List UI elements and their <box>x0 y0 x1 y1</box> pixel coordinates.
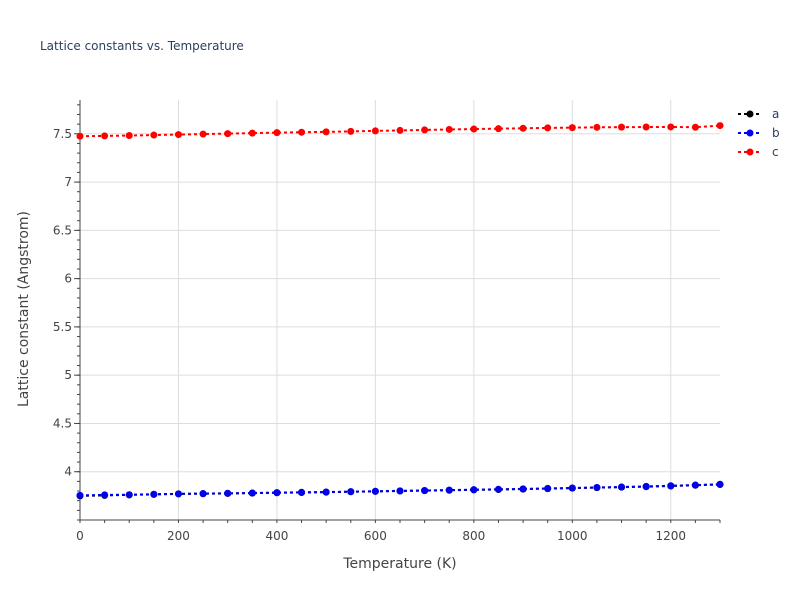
x-tick-label: 0 <box>76 529 84 543</box>
grid <box>79 100 720 520</box>
y-tick-label: 6 <box>64 272 72 286</box>
data-point <box>125 132 133 140</box>
y-tick-label: 6.5 <box>53 223 72 237</box>
data-point <box>445 486 453 494</box>
data-point <box>150 131 158 139</box>
data-point <box>248 489 256 497</box>
data-point <box>248 129 256 137</box>
data-point <box>494 125 502 133</box>
data-point <box>298 128 306 136</box>
y-tick-label: 7 <box>64 175 72 189</box>
y-tick-label: 5.5 <box>53 320 72 334</box>
data-point <box>691 123 699 131</box>
data-point <box>150 490 158 498</box>
data-point <box>174 490 182 498</box>
y-axis-title: Lattice constant (Angstrom) <box>16 211 32 407</box>
legend-marker <box>746 148 754 156</box>
y-tick-label: 7.5 <box>53 127 72 141</box>
data-point <box>76 491 84 499</box>
x-tick-label: 1200 <box>655 529 686 543</box>
data-point <box>421 126 429 134</box>
data-point <box>371 487 379 495</box>
data-point <box>667 123 675 131</box>
data-point <box>273 129 281 137</box>
legend-marker <box>746 110 754 118</box>
data-point <box>618 123 626 131</box>
x-tick-label: 200 <box>167 529 190 543</box>
data-point <box>642 482 650 490</box>
data-point <box>642 123 650 131</box>
data-point <box>593 483 601 491</box>
data-point <box>544 484 552 492</box>
data-point <box>174 131 182 139</box>
data-point <box>716 480 724 488</box>
legend[interactable]: abc <box>738 107 780 159</box>
legend-item-b[interactable]: b <box>738 126 780 140</box>
data-point <box>76 132 84 140</box>
legend-item-c[interactable]: c <box>738 145 779 159</box>
legend-marker <box>746 129 754 137</box>
x-axis-title: Temperature (K) <box>342 556 456 572</box>
data-point <box>322 128 330 136</box>
y-tick-label: 5 <box>64 368 72 382</box>
chart-title: Lattice constants vs. Temperature <box>40 39 244 53</box>
data-point <box>667 482 675 490</box>
data-point <box>691 481 699 489</box>
x-axis-ticks: 0 200 400 600 800 1000 1200 <box>76 529 686 543</box>
series-b <box>76 480 724 499</box>
y-tick-label: 4 <box>64 465 72 479</box>
data-point <box>396 126 404 134</box>
data-point <box>224 489 232 497</box>
y-tick-label: 4.5 <box>53 416 72 430</box>
data-point <box>519 124 527 132</box>
legend-label: c <box>772 145 779 159</box>
data-point <box>199 130 207 138</box>
data-point <box>347 127 355 135</box>
data-point <box>568 124 576 132</box>
x-tick-label: 1000 <box>557 529 588 543</box>
legend-item-a[interactable]: a <box>738 107 779 121</box>
data-point <box>101 491 109 499</box>
data-point <box>125 491 133 499</box>
data-point <box>470 486 478 494</box>
x-tick-label: 400 <box>265 529 288 543</box>
data-point <box>273 489 281 497</box>
data-point <box>544 124 552 132</box>
data-point <box>101 132 109 140</box>
data-point <box>593 123 601 131</box>
data-point <box>568 484 576 492</box>
series-c <box>76 122 724 140</box>
data-point <box>347 488 355 496</box>
data-point <box>421 486 429 494</box>
data-point <box>322 488 330 496</box>
data-point <box>470 125 478 133</box>
axes <box>74 100 721 523</box>
x-tick-label: 600 <box>364 529 387 543</box>
data-point <box>371 127 379 135</box>
series-group <box>76 122 724 500</box>
data-point <box>396 487 404 495</box>
x-tick-label: 800 <box>462 529 485 543</box>
data-point <box>199 490 207 498</box>
legend-label: a <box>772 107 779 121</box>
data-point <box>298 488 306 496</box>
legend-label: b <box>772 126 780 140</box>
y-axis-ticks: 4 4.5 5 5.5 6 6.5 7 7.5 <box>53 127 72 479</box>
data-point <box>618 483 626 491</box>
data-point <box>445 125 453 133</box>
data-point <box>716 122 724 130</box>
data-point <box>519 485 527 493</box>
data-point <box>224 130 232 138</box>
data-point <box>494 485 502 493</box>
